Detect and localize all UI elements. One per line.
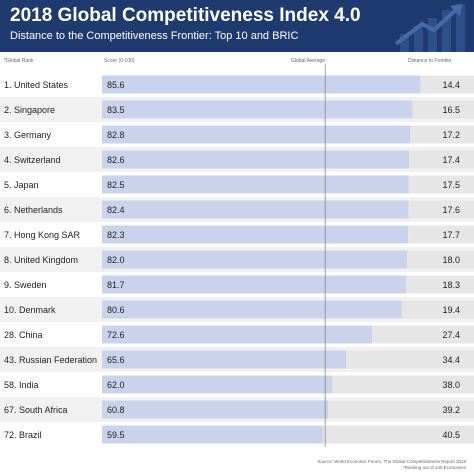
chart-header: 2018 Global Competitiveness Index 4.0 Di…	[0, 0, 474, 52]
distance-value-label: 19.4	[442, 305, 460, 315]
score-value-label: 59.5	[107, 430, 125, 440]
category-label: 2. Singapore	[4, 105, 55, 115]
distance-bar	[410, 125, 474, 144]
category-label: 4. Switzerland	[4, 155, 61, 165]
score-bar	[102, 225, 409, 244]
distance-value-label: 14.4	[442, 80, 460, 90]
distance-bar	[409, 150, 474, 169]
ranking-note: *Ranking out of 140 Economies	[402, 464, 466, 470]
category-label: 3. Germany	[4, 130, 52, 140]
distance-value-label: 34.4	[442, 355, 460, 365]
distance-value-label: 38.0	[442, 380, 460, 390]
distance-value-label: 17.4	[442, 155, 460, 165]
score-value-label: 82.4	[107, 205, 125, 215]
distance-bar	[420, 75, 474, 94]
category-label: 9. Sweden	[4, 280, 47, 290]
category-label: 43. Russian Federation	[4, 355, 97, 365]
score-bar	[102, 275, 406, 294]
score-bar	[102, 150, 410, 169]
score-bar	[102, 125, 411, 144]
score-value-label: 81.7	[107, 280, 125, 290]
score-value-label: 72.6	[107, 330, 125, 340]
distance-value-label: 39.2	[442, 405, 460, 415]
column-header-rank: *Global Rank	[4, 58, 34, 64]
distance-value-label: 40.5	[442, 430, 460, 440]
distance-bar	[332, 375, 474, 394]
distance-bar	[346, 350, 474, 369]
category-label: 67. South Africa	[4, 405, 68, 415]
distance-value-label: 27.4	[442, 330, 460, 340]
distance-bar	[408, 175, 474, 194]
distance-value-label: 17.2	[442, 130, 460, 140]
score-bar	[102, 400, 329, 419]
category-label: 6. Netherlands	[4, 205, 63, 215]
score-bar	[102, 300, 402, 319]
score-bar	[102, 75, 421, 94]
distance-value-label: 17.7	[442, 230, 460, 240]
growth-arrow-icon	[394, 4, 465, 52]
distance-value-label: 18.3	[442, 280, 460, 290]
chart-title: 2018 Global Competitiveness Index 4.0	[10, 5, 361, 26]
score-value-label: 83.5	[107, 105, 125, 115]
category-label: 7. Hong Kong SAR	[4, 230, 81, 240]
column-header-global-average: Global Average	[291, 58, 326, 64]
category-label: 28. China	[4, 330, 43, 340]
score-value-label: 85.6	[107, 80, 125, 90]
distance-bar	[412, 100, 474, 119]
score-value-label: 65.6	[107, 355, 125, 365]
distance-bar	[401, 300, 474, 319]
category-label: 1. United States	[4, 80, 69, 90]
score-value-label: 82.6	[107, 155, 125, 165]
score-value-label: 82.3	[107, 230, 125, 240]
chart-subtitle: Distance to the Competitiveness Frontier…	[10, 30, 299, 42]
score-value-label: 82.8	[107, 130, 125, 140]
category-label: 72. Brazil	[4, 430, 42, 440]
distance-bar	[408, 225, 474, 244]
distance-value-label: 17.5	[442, 180, 460, 190]
distance-bar	[372, 325, 474, 344]
score-bar	[102, 100, 413, 119]
category-label: 58. India	[4, 380, 39, 390]
score-bar	[102, 325, 373, 344]
column-header-score: Score (0-100)	[104, 58, 135, 64]
source-note: Source: World Economic Forum, The Global…	[317, 459, 466, 464]
score-value-label: 82.0	[107, 255, 125, 265]
score-value-label: 80.6	[107, 305, 125, 315]
distance-bar	[323, 425, 474, 444]
score-bar	[102, 200, 409, 219]
distance-bar	[405, 275, 474, 294]
score-value-label: 60.8	[107, 405, 125, 415]
category-label: 10. Denmark	[4, 305, 56, 315]
score-bar	[102, 175, 409, 194]
distance-value-label: 17.6	[442, 205, 460, 215]
score-bar	[102, 425, 324, 444]
category-label: 8. United Kingdom	[4, 255, 78, 265]
chart-footer: Source: World Economic Forum, The Global…	[317, 459, 466, 470]
score-value-label: 62.0	[107, 380, 125, 390]
score-bar	[102, 375, 333, 394]
score-bar	[102, 250, 408, 269]
distance-value-label: 16.5	[442, 105, 460, 115]
score-bar	[102, 350, 347, 369]
score-value-label: 82.5	[107, 180, 125, 190]
distance-value-label: 18.0	[442, 255, 460, 265]
distance-bar	[328, 400, 474, 419]
column-header-distance: Distance to Frontier	[408, 58, 452, 64]
category-label: 5. Japan	[4, 180, 39, 190]
distance-bar	[407, 250, 474, 269]
distance-bar	[408, 200, 474, 219]
